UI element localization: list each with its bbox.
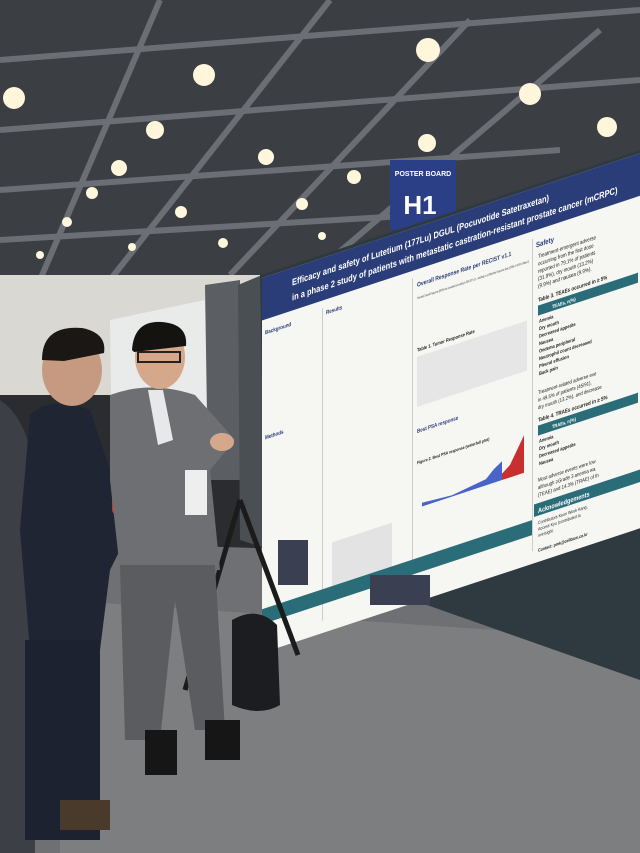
poster-title-bar: [262, 153, 640, 321]
name-badge: [185, 470, 207, 515]
waterfall-bars: [422, 461, 502, 507]
section-heading: Results: [326, 305, 342, 317]
table-row: Anemia: [539, 314, 554, 324]
waterfall-bars-red: [502, 435, 524, 481]
background-people: [278, 540, 430, 605]
ack-text: oversight.: [538, 527, 554, 538]
table-row: Nausea: [539, 456, 554, 466]
column-divider: [322, 307, 323, 621]
table-row: Nausea: [539, 336, 554, 346]
board-frame: [238, 275, 265, 548]
table-header: [538, 272, 638, 316]
table-row: Anemia: [539, 434, 554, 444]
ceiling-trusses: [0, 0, 640, 282]
table-header: [538, 392, 638, 436]
table-row: Back pain: [539, 365, 558, 377]
ack-bar: [534, 469, 640, 517]
man-presenter: [110, 321, 240, 775]
man-left: [20, 327, 130, 840]
table-placeholder: [417, 320, 527, 407]
conclusion-bar: [262, 520, 532, 625]
ceiling-lights: [3, 38, 617, 259]
sign-code: H1: [403, 190, 436, 220]
glasses: [137, 351, 181, 363]
column-divider: [412, 278, 413, 591]
backpack: [232, 613, 280, 711]
column-divider: [532, 238, 533, 552]
sign-label: POSTER BOARD: [395, 171, 451, 178]
